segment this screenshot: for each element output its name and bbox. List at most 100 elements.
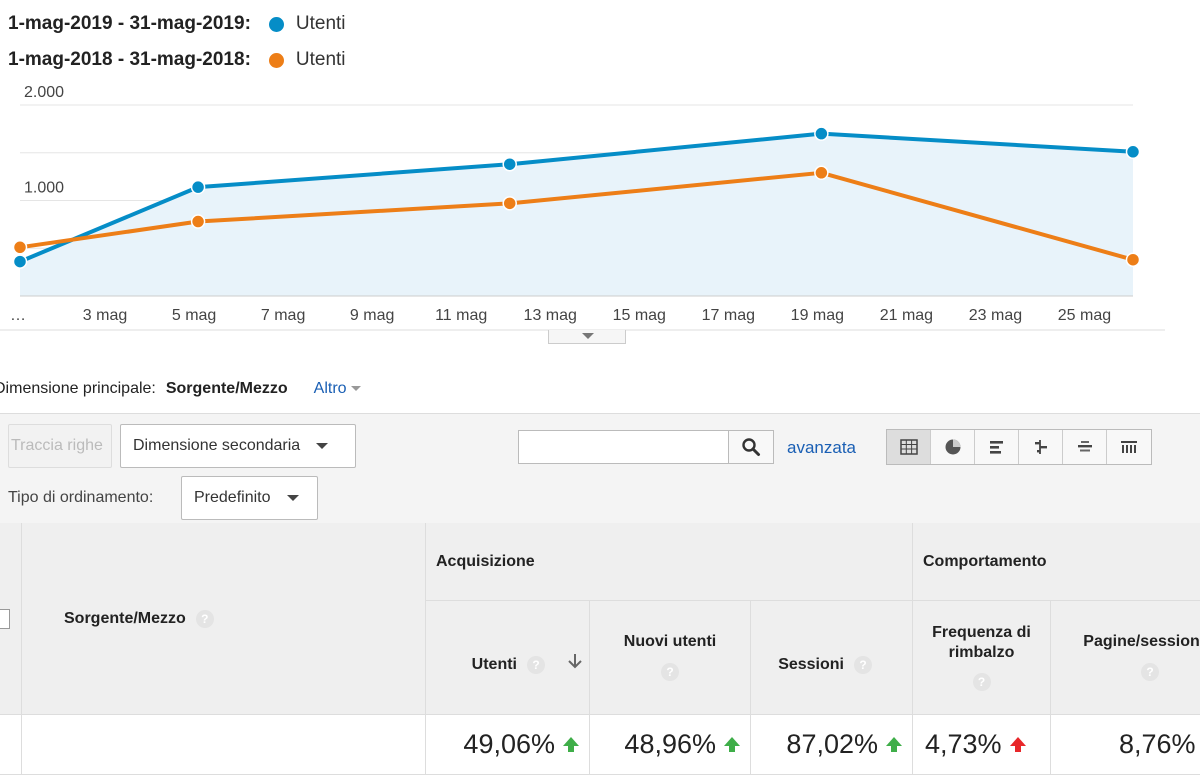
legend-range: 1-mag-2018 - 31-mag-2018: <box>8 49 251 70</box>
users-column-header[interactable]: Utenti ? <box>426 601 590 715</box>
legend-range: 1-mag-2019 - 31-mag-2019: <box>8 13 251 34</box>
pie-view-button[interactable] <box>931 430 975 464</box>
sort-type-label: Tipo di ordinamento: <box>8 489 154 506</box>
primary-dimension-more-link[interactable]: Altro <box>314 380 361 398</box>
x-tick-label: 7 mag <box>261 307 305 324</box>
series-area <box>20 133 1133 296</box>
view-switcher <box>886 429 1152 465</box>
help-icon[interactable]: ? <box>195 609 214 628</box>
chart-legend: 1-mag-2019 - 31-mag-2019: Utenti 1-mag-2… <box>8 6 346 78</box>
search-icon <box>742 438 760 456</box>
data-point <box>814 126 829 141</box>
trend-up-icon <box>1009 736 1026 753</box>
data-point <box>502 196 517 211</box>
help-icon[interactable]: ? <box>527 655 545 674</box>
table-toolbar: Traccia righe Dimensione secondaria avan… <box>0 413 1200 524</box>
chart-resize-handle[interactable] <box>548 330 626 344</box>
line-chart: 2.000 1.000 … 3 mag 5 mag 7 mag 9 mag 11 mag 13 … <box>0 84 1165 331</box>
acquisition-label: Acquisizione <box>436 552 535 570</box>
sessions-value-cell: 87,02% <box>751 715 913 775</box>
users-header-label: Utenti <box>471 655 517 673</box>
x-tick-label: … <box>10 307 26 324</box>
chevron-down-icon <box>286 495 299 501</box>
performance-view-button[interactable] <box>975 430 1019 464</box>
y-tick-label: 2.000 <box>24 84 64 101</box>
secondary-dimension-label: Dimensione secondaria <box>133 437 301 454</box>
dimension-column-header[interactable]: Sorgente/Mezzo ? <box>22 523 426 715</box>
help-icon[interactable]: ? <box>972 673 991 691</box>
advanced-search-link[interactable]: avanzata <box>787 438 856 457</box>
row-select-cell <box>0 715 22 775</box>
plot-rows-label: Traccia righe <box>11 437 103 454</box>
sort-type-dropdown[interactable]: Predefinito <box>181 476 318 520</box>
x-tick-label: 19 mag <box>791 307 844 324</box>
secondary-dimension-dropdown[interactable]: Dimensione secondaria <box>120 424 356 468</box>
help-icon[interactable]: ? <box>661 663 679 681</box>
primary-dimension-bar: Dimensione principale: Sorgente/Mezzo Al… <box>0 380 361 398</box>
x-tick-label: 3 mag <box>83 307 127 324</box>
legend-dot <box>268 52 284 68</box>
x-tick-label: 23 mag <box>969 307 1022 324</box>
new-users-change-value: 48,96% <box>624 729 716 759</box>
data-point <box>814 165 829 181</box>
pivot-icon <box>1121 441 1137 453</box>
bounce-rate-column-header[interactable]: Frequenza di rimbalzo ? <box>913 601 1051 715</box>
data-point <box>12 240 28 255</box>
more-label: Altro <box>313 380 347 397</box>
sort-descending-icon <box>568 653 582 668</box>
behavior-label: Comportamento <box>923 552 1047 570</box>
x-tick-label: 25 mag <box>1058 307 1111 324</box>
x-tick-label: 11 mag <box>435 307 487 324</box>
x-tick-label: 15 mag <box>613 307 666 324</box>
term-cloud-view-button[interactable] <box>1063 430 1107 464</box>
new-users-value-cell: 48,96% <box>590 715 751 775</box>
help-icon[interactable]: ? <box>854 655 872 674</box>
legend-row-2019: 1-mag-2019 - 31-mag-2019: Utenti <box>8 6 346 42</box>
acquisition-group-header: Acquisizione <box>426 523 913 601</box>
users-change-value: 49,06% <box>463 729 555 759</box>
y-tick-label: 1.000 <box>24 180 64 197</box>
select-all-checkbox[interactable] <box>0 609 10 629</box>
chevron-down-icon <box>316 443 329 449</box>
term-cloud-icon <box>1077 441 1092 452</box>
sessions-header-label: Sessioni <box>778 655 844 673</box>
pages-per-session-change-value: 8,76% <box>1119 729 1196 759</box>
plot-rows-button[interactable]: Traccia righe <box>8 424 112 468</box>
legend-dot <box>268 16 284 32</box>
comparison-icon <box>1034 440 1047 454</box>
bounce-rate-header-label: Frequenza di rimbalzo <box>932 624 1031 661</box>
table-view-button[interactable] <box>887 430 931 464</box>
x-tick-label: 9 mag <box>350 307 394 324</box>
trend-up-icon <box>886 736 902 753</box>
x-tick-label: 5 mag <box>172 307 216 324</box>
new-users-column-header[interactable]: Nuovi utenti ? <box>590 601 751 715</box>
pages-per-session-column-header[interactable]: Pagine/sessione ? <box>1051 601 1200 715</box>
sessions-column-header[interactable]: Sessioni ? <box>751 601 913 715</box>
pie-chart-icon <box>945 439 960 455</box>
dimension-header-label: Sorgente/Mezzo <box>64 609 186 627</box>
new-users-header-label: Nuovi utenti <box>623 633 717 650</box>
legend-metric: Utenti <box>295 49 346 70</box>
table-icon <box>899 439 918 455</box>
data-point <box>190 214 206 229</box>
data-point <box>1125 252 1141 267</box>
pages-per-session-value-cell: 8,76% <box>1051 715 1200 775</box>
totals-dimension-cell <box>22 715 426 775</box>
pivot-view-button[interactable] <box>1107 430 1151 464</box>
table-search-input[interactable] <box>518 430 730 464</box>
x-tick-label: 21 mag <box>880 307 933 324</box>
bounce-rate-value-cell: 4,73% <box>913 715 1051 775</box>
comparison-view-button[interactable] <box>1019 430 1063 464</box>
pages-per-session-header-label: Pagine/sessione <box>1083 633 1200 650</box>
x-tick-label: 13 mag <box>524 307 577 324</box>
trend-up-icon <box>724 736 740 753</box>
sessions-change-value: 87,02% <box>786 729 878 759</box>
help-icon[interactable]: ? <box>1141 663 1159 681</box>
legend-row-2018: 1-mag-2018 - 31-mag-2018: Utenti <box>8 42 346 78</box>
data-point <box>1125 144 1141 160</box>
search-button[interactable] <box>728 430 774 464</box>
primary-dimension-value[interactable]: Sorgente/Mezzo <box>165 380 288 397</box>
sort-type-value: Predefinito <box>194 489 271 506</box>
data-table: Sorgente/Mezzo ? Acquisizione Comportame… <box>0 523 1200 775</box>
data-point <box>502 156 517 172</box>
